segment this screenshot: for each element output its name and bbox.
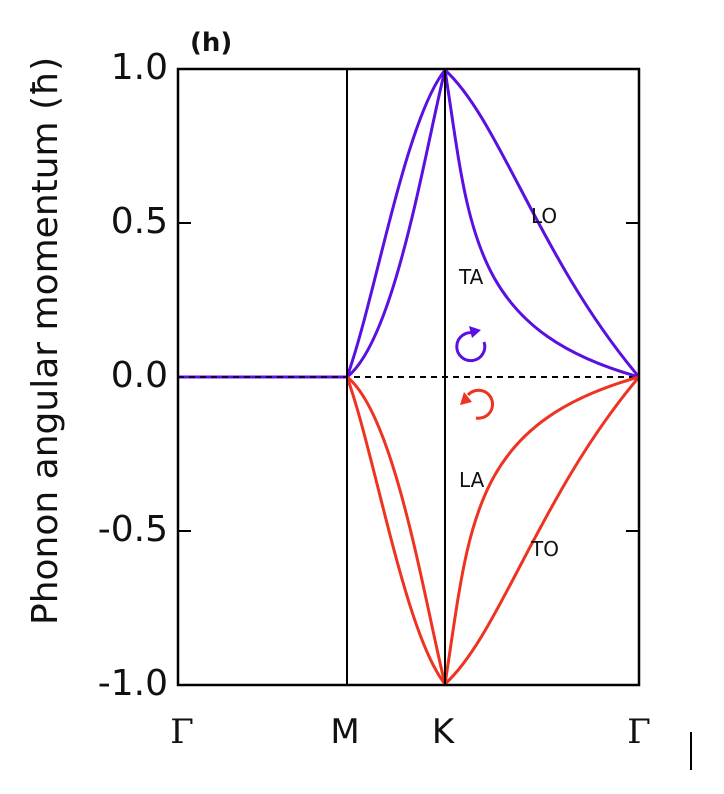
y-tick-neg1.0: -1.0 [97,663,168,704]
clockwise-arrow-icon [460,388,495,420]
curve-ta-k-gamma [443,69,640,379]
counterclockwise-arrow-icon [455,326,487,363]
curve-la-k-gamma [443,375,640,685]
x-tick-m: M [330,712,360,752]
y-tick-neg0.5: -0.5 [97,509,168,550]
x-tick-gamma-end: Γ [627,712,651,752]
curve-to-k-gamma [443,376,641,686]
x-tick-k: K [431,712,455,752]
curve-to-m-k [346,375,447,685]
plot-frame [176,67,641,687]
text-cursor-bar [690,732,692,770]
band-label-ta: TA [459,265,484,289]
curve-la-m-k [345,376,447,685]
y-tick-0.0: 0.0 [110,355,168,396]
curve-lo-k-gamma [443,68,641,378]
y-tick-0.5: 0.5 [110,201,168,242]
panel-label: (h) [190,28,233,58]
band-label-la: LA [459,468,485,492]
x-tick-gamma-start: Γ [170,712,194,752]
band-label-lo: LO [531,204,558,228]
y-tick-1.0: 1.0 [110,47,168,88]
curve-lo-m-k [346,69,447,379]
band-label-to: TO [531,537,559,561]
curve-ta-m-k [345,69,447,378]
